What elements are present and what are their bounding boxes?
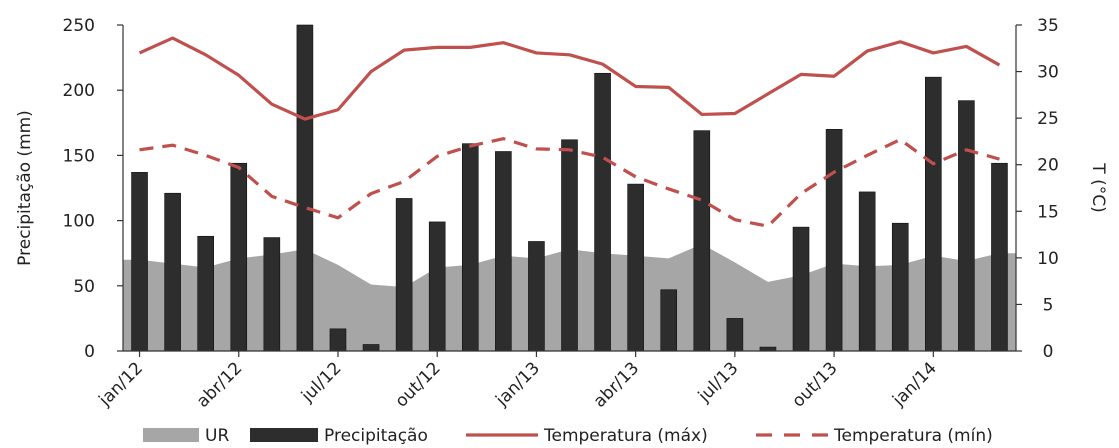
precipitation-bar (694, 131, 710, 351)
legend-precipitation-label: Precipitação (324, 426, 428, 446)
right-tick-label: 0 (1043, 342, 1054, 362)
precipitation-bar (859, 192, 875, 351)
precipitation-bar (925, 77, 941, 351)
precipitation-bar (793, 227, 809, 351)
precipitation-bar (495, 151, 511, 351)
precipitation-bar (595, 73, 611, 351)
x-tick-label: abr/12 (193, 358, 246, 411)
right-tick-labels: 0 5 10 15 20 25 30 35 (1016, 16, 1059, 362)
precipitation-bar (727, 318, 743, 351)
x-tick-label: jan/12 (95, 358, 148, 411)
precipitation-bar (363, 344, 379, 351)
right-tick-label: 20 (1037, 156, 1059, 176)
tmax-line (140, 38, 1000, 119)
right-tick-label: 15 (1037, 202, 1059, 222)
precipitation-bar (132, 172, 148, 351)
x-tick-label: jan/14 (888, 358, 941, 411)
legend-tmin-label: Temperatura (mín) (833, 426, 993, 446)
x-tick-label: out/12 (392, 358, 445, 411)
precipitation-bar (562, 140, 578, 351)
right-axis-title: T (°C) (1088, 162, 1108, 212)
right-tick-label: 5 (1043, 295, 1054, 315)
precipitation-bar (396, 198, 412, 351)
x-tick-label: jan/13 (491, 358, 544, 411)
precipitation-bar (826, 129, 842, 351)
legend-ur-label: UR (205, 426, 229, 446)
precipitation-bar (462, 144, 478, 351)
legend: UR Precipitação Temperatura (máx) Temper… (143, 426, 993, 446)
right-tick-label: 35 (1037, 16, 1059, 36)
x-tick-label: jul/12 (297, 358, 346, 407)
left-axis-title: Precipitação (mm) (15, 110, 35, 266)
precipitation-bar (958, 101, 974, 351)
x-tick-labels: jan/12 abr/12 jul/12 out/12 jan/13 abr/13 jul/… (95, 351, 941, 412)
precipitation-bar (661, 290, 677, 351)
left-tick-label: 100 (63, 212, 95, 232)
left-tick-label: 50 (73, 277, 95, 297)
left-tick-label: 250 (63, 16, 95, 36)
x-tick-label: abr/13 (590, 358, 643, 411)
precipitation-bar (297, 25, 313, 351)
precipitation-bar (429, 222, 445, 351)
precipitation-bar (528, 241, 544, 351)
left-tick-labels: 0 50 100 150 200 250 (63, 16, 123, 362)
precipitation-bar (628, 184, 644, 351)
right-tick-label: 10 (1037, 249, 1059, 269)
x-tick-label: out/13 (788, 358, 841, 411)
precipitation-bar (165, 193, 181, 351)
legend-tmax-label: Temperatura (máx) (543, 426, 708, 446)
precipitation-bar (991, 163, 1007, 351)
right-tick-label: 30 (1037, 63, 1059, 83)
x-tick-label: jul/13 (694, 358, 743, 407)
precipitation-bar (892, 223, 908, 351)
left-tick-label: 150 (63, 146, 95, 166)
precipitation-bar (231, 163, 247, 351)
legend-precipitation-swatch (250, 428, 318, 442)
left-tick-label: 200 (63, 81, 95, 101)
precipitation-bar (264, 238, 280, 351)
legend-ur-swatch (143, 428, 199, 442)
precipitation-bar (198, 236, 214, 351)
left-tick-label: 0 (84, 342, 95, 362)
precipitation-bar (330, 329, 346, 351)
right-tick-label: 25 (1037, 109, 1059, 129)
